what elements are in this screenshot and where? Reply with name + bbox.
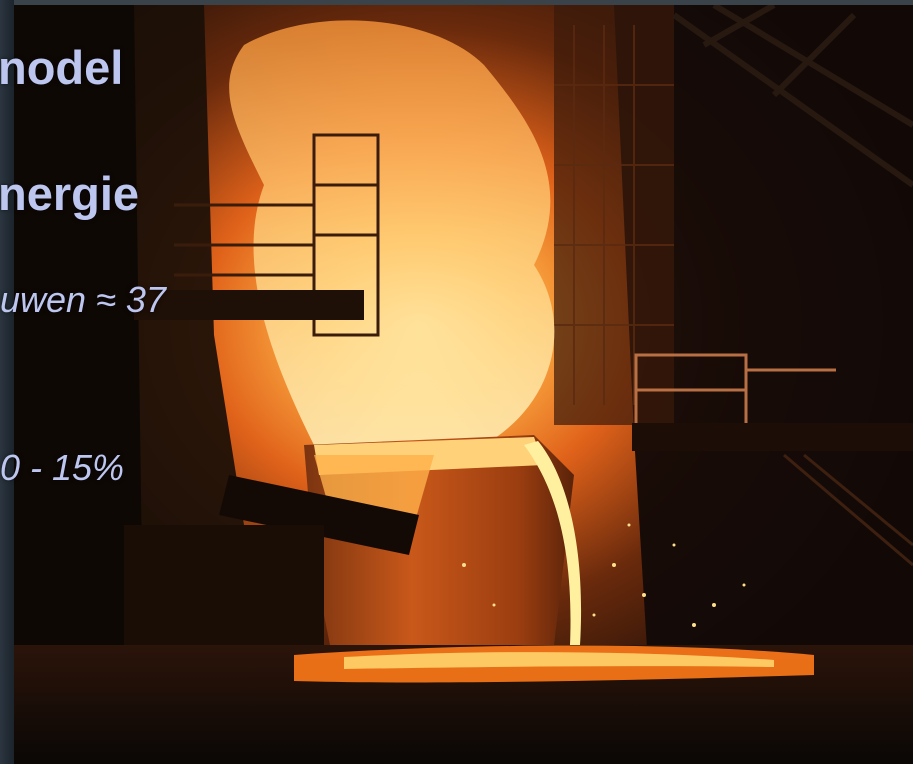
- slide-text-line-1: nodel: [0, 41, 124, 94]
- slide-top-edge: [0, 0, 913, 5]
- slide-text-line-2: nergie: [0, 167, 140, 220]
- slide-left-edge: [0, 0, 14, 764]
- slide-text-line-4: 0 - 15%: [0, 447, 125, 488]
- steel-mill-photo: [14, 5, 913, 764]
- slide-text-line-3: uwen ≈ 37: [0, 279, 166, 320]
